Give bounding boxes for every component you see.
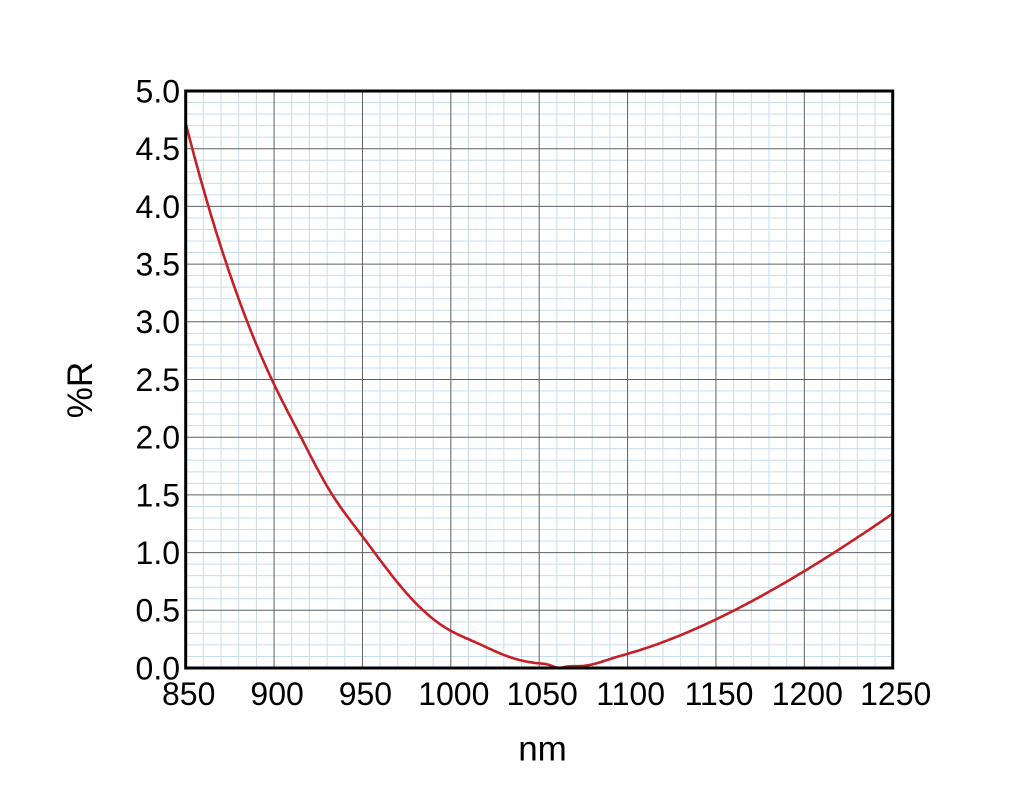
svg-text:950: 950	[339, 676, 392, 712]
svg-text:3.0: 3.0	[136, 304, 180, 340]
svg-text:850: 850	[162, 676, 215, 712]
svg-text:1000: 1000	[418, 676, 489, 712]
svg-text:%R: %R	[61, 362, 100, 418]
svg-text:2.0: 2.0	[136, 420, 180, 456]
svg-text:5.0: 5.0	[136, 73, 180, 109]
svg-text:0.5: 0.5	[136, 593, 180, 629]
svg-text:1200: 1200	[772, 676, 843, 712]
svg-text:1250: 1250	[860, 676, 931, 712]
svg-text:4.0: 4.0	[136, 189, 180, 225]
svg-text:1.0: 1.0	[136, 535, 180, 571]
svg-text:0.0: 0.0	[136, 650, 180, 686]
svg-text:900: 900	[250, 676, 303, 712]
svg-text:1100: 1100	[596, 676, 665, 712]
svg-text:1150: 1150	[685, 676, 754, 712]
svg-text:1050: 1050	[507, 676, 578, 712]
svg-text:2.5: 2.5	[136, 362, 180, 398]
svg-text:nm: nm	[518, 730, 567, 769]
svg-text:4.5: 4.5	[136, 131, 180, 167]
svg-text:3.5: 3.5	[136, 247, 180, 283]
svg-text:1.5: 1.5	[136, 477, 180, 513]
